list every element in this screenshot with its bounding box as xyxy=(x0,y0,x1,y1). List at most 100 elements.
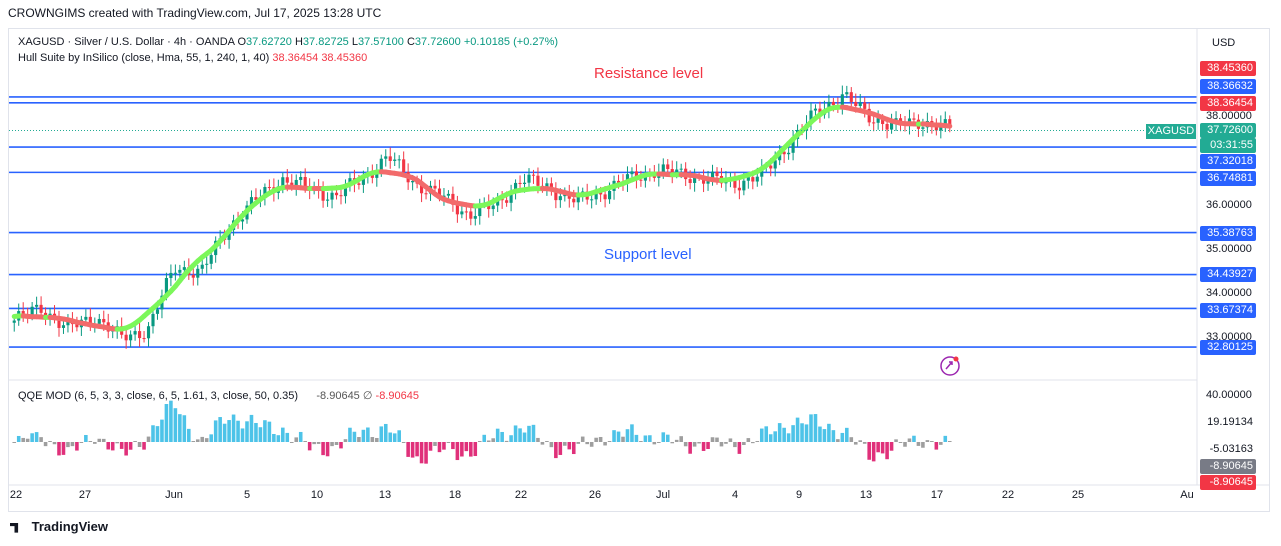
time-axis-label: 9 xyxy=(795,489,803,501)
candle-body xyxy=(755,176,759,182)
qqe-bar xyxy=(160,419,164,442)
qqe-bar xyxy=(648,435,652,442)
candle-body xyxy=(249,197,254,206)
qqe-bar xyxy=(124,442,128,456)
qqe-bar xyxy=(388,432,393,442)
qqe-bar xyxy=(679,436,683,442)
qqe-bar xyxy=(460,442,464,457)
qqe-bar xyxy=(343,439,348,442)
qqe-bar xyxy=(361,429,366,442)
price-tag: 37.72600 xyxy=(1200,123,1256,138)
qqe-bar xyxy=(245,421,249,442)
candle-body xyxy=(558,196,562,201)
candle-body xyxy=(138,331,142,339)
qqe-bar xyxy=(697,442,701,444)
qqe-bar xyxy=(804,424,809,442)
candle-body xyxy=(191,274,195,278)
qqe-indicator-legend[interactable]: QQE MOD (6, 5, 3, 3, close, 6, 5, 1.61, … xyxy=(18,389,419,402)
qqe-bar xyxy=(670,442,675,444)
qqe-bar xyxy=(75,442,79,451)
candle-body xyxy=(934,124,938,131)
candle-body xyxy=(133,331,137,335)
candle-body xyxy=(299,176,303,180)
symbol-info[interactable]: XAGUSD · Silver / U.S. Dollar · 4h · OAN… xyxy=(18,36,559,48)
qqe-bar xyxy=(947,441,952,442)
qqe-bar xyxy=(809,414,813,442)
qqe-bar xyxy=(357,437,361,442)
qqe-bar xyxy=(406,442,410,457)
qqe-bar xyxy=(625,429,630,442)
qqe-bar xyxy=(267,421,272,442)
candle-body xyxy=(281,177,285,187)
tradingview-logo[interactable]: TradingView xyxy=(10,519,108,534)
qqe-bar xyxy=(491,438,495,442)
qqe-bar xyxy=(330,442,334,447)
candle-body xyxy=(679,168,683,170)
horizontal-levels xyxy=(9,96,1197,348)
qqe-bar xyxy=(477,441,482,442)
candle-body xyxy=(576,193,580,203)
price-tag: 35.38763 xyxy=(1200,226,1256,241)
candle-body xyxy=(397,159,401,161)
candle-body xyxy=(411,181,415,183)
qqe-bar xyxy=(25,438,30,442)
qqe-bar xyxy=(110,442,115,451)
hull-value-2: 38.45360 xyxy=(321,52,368,64)
candle-body xyxy=(151,313,155,327)
candle-body xyxy=(863,102,867,109)
open-value: 37.62720 xyxy=(246,36,292,48)
qqe-bar xyxy=(70,442,75,447)
qqe-bar xyxy=(289,442,294,443)
qqe-bar xyxy=(375,437,379,442)
qqe-bar xyxy=(469,442,473,457)
candle-body xyxy=(872,122,876,124)
qqe-bar xyxy=(236,420,240,442)
candle-body xyxy=(102,318,106,323)
qqe-bar xyxy=(48,441,52,442)
currency-label[interactable]: USD xyxy=(1212,37,1236,49)
candle-body xyxy=(688,179,692,183)
candle-body xyxy=(478,204,482,217)
price-tag: 38.45360 xyxy=(1200,61,1256,76)
candle-body xyxy=(509,192,513,203)
candle-body xyxy=(209,255,213,264)
candle-body xyxy=(97,318,101,324)
candle-body xyxy=(357,183,361,185)
candle-body xyxy=(437,188,442,198)
candle-body xyxy=(424,193,428,195)
qqe-bar xyxy=(536,437,540,442)
candle-body xyxy=(518,182,522,185)
qqe-indicator-name: QQE MOD (6, 5, 3, 3, close, 6, 5, 1.61, … xyxy=(18,390,299,402)
candle-body xyxy=(505,200,509,203)
candle-body xyxy=(361,175,365,185)
price-tag: 03:31:55 xyxy=(1200,138,1256,153)
qqe-bar xyxy=(598,436,603,442)
qqe-bar xyxy=(218,417,222,442)
qqe-bar xyxy=(84,434,88,442)
chart-header: CROWNGIMS created with TradingView.com, … xyxy=(8,6,382,20)
qqe-bar xyxy=(894,439,898,442)
candle-body xyxy=(200,264,204,269)
candle-body xyxy=(402,159,406,173)
candle-body xyxy=(57,318,61,328)
qqe-bar xyxy=(173,408,178,442)
candle-body xyxy=(787,152,791,155)
qqe-bar xyxy=(545,441,549,442)
qqe-bar xyxy=(831,430,836,442)
qqe-bar xyxy=(442,442,446,450)
qqe-bar xyxy=(227,420,231,442)
candle-body xyxy=(710,171,715,180)
time-axis-label: 13 xyxy=(378,489,392,501)
candle-body xyxy=(75,324,79,328)
qqe-bar xyxy=(862,442,867,444)
candle-body xyxy=(849,92,853,102)
qqe-bar xyxy=(348,427,352,442)
qqe-bar xyxy=(710,437,715,442)
qqe-bar xyxy=(540,442,545,445)
qqe-bar xyxy=(558,442,563,455)
qqe-bar xyxy=(509,435,513,442)
price-tag: 33.67374 xyxy=(1200,303,1256,318)
hull-indicator-legend[interactable]: Hull Suite by InSilico (close, Hma, 55, … xyxy=(18,52,367,64)
candle-body xyxy=(639,179,643,181)
